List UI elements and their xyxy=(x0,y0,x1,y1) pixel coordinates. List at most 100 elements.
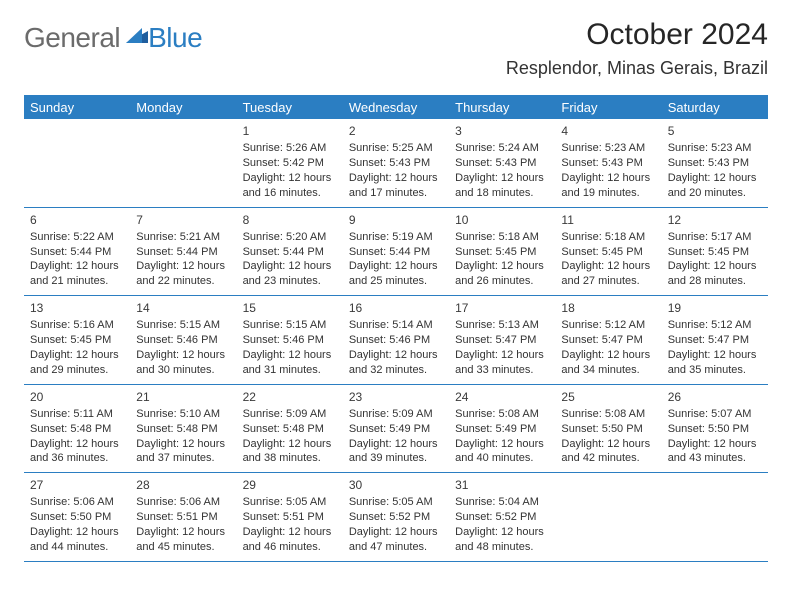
day-cell: 1Sunrise: 5:26 AMSunset: 5:42 PMDaylight… xyxy=(237,119,343,207)
day-sunrise: Sunrise: 5:08 AM xyxy=(561,407,655,422)
day-daylight: Daylight: 12 hours and 28 minutes. xyxy=(668,259,762,289)
day-sunrise: Sunrise: 5:04 AM xyxy=(455,495,549,510)
week-row: 13Sunrise: 5:16 AMSunset: 5:45 PMDayligh… xyxy=(24,296,768,385)
week-row: 20 Sunrise: 5:11 AMSunset: 5:48 PM Dayligh… xyxy=(24,384,768,473)
day-sunrise: Sunrise: 5:13 AM xyxy=(455,318,549,333)
day-header: Friday xyxy=(555,96,661,120)
day-header: Monday xyxy=(130,96,236,120)
day-sunrise: Sunrise: 5:16 AM xyxy=(30,318,124,333)
day-sunset: Sunset: 5:43 PM xyxy=(561,156,655,171)
day-sunset: Sunset: 5:49 PM xyxy=(349,422,443,437)
day-daylight: Daylight: 12 hours and 33 minutes. xyxy=(455,348,549,378)
day-header: Thursday xyxy=(449,96,555,120)
day-sunset: Sunset: 5:47 PM xyxy=(668,333,762,348)
day-daylight: Daylight: 12 hours and 25 minutes. xyxy=(349,259,443,289)
day-number: 18 xyxy=(561,300,655,316)
day-daylight: Daylight: 12 hours and 21 minutes. xyxy=(30,259,124,289)
day-sunrise: Sunrise: 5:17 AM xyxy=(668,230,762,245)
day-sunset: Sunset: 5:51 PM xyxy=(136,510,230,525)
day-daylight: Daylight: 12 hours and 35 minutes. xyxy=(668,348,762,378)
day-sunset: Sunset: 5:44 PM xyxy=(243,245,337,260)
day-sunrise: Sunrise: 5:18 AM xyxy=(561,230,655,245)
day-sunrise: Sunrise: 5:23 AM xyxy=(561,141,655,156)
day-cell: 6Sunrise: 5:22 AMSunset: 5:44 PMDaylight… xyxy=(24,207,130,296)
day-sunset: Sunset: 5:51 PM xyxy=(243,510,337,525)
day-sunset: Sunset: 5:48 PM xyxy=(30,422,124,437)
day-sunset: Sunset: 5:42 PM xyxy=(243,156,337,171)
day-cell: 4Sunrise: 5:23 AMSunset: 5:43 PMDaylight… xyxy=(555,119,661,207)
day-daylight: Daylight: 12 hours and 46 minutes. xyxy=(243,525,337,555)
day-cell: 21Sunrise: 5:10 AMSunset: 5:48 PMDayligh… xyxy=(130,384,236,473)
day-number: 4 xyxy=(561,123,655,139)
day-sunrise: Sunrise: 5:08 AM xyxy=(455,407,549,422)
day-number: 9 xyxy=(349,212,443,228)
day-number: 14 xyxy=(136,300,230,316)
day-daylight: Daylight: 12 hours and 34 minutes. xyxy=(561,348,655,378)
day-cell: 5Sunrise: 5:23 AMSunset: 5:43 PMDaylight… xyxy=(662,119,768,207)
day-cell: 2Sunrise: 5:25 AMSunset: 5:43 PMDaylight… xyxy=(343,119,449,207)
day-cell xyxy=(555,473,661,562)
day-cell: 27Sunrise: 5:06 AMSunset: 5:50 PMDayligh… xyxy=(24,473,130,562)
day-sunset: Sunset: 5:47 PM xyxy=(561,333,655,348)
calendar-table: Sunday Monday Tuesday Wednesday Thursday… xyxy=(24,95,768,562)
day-number: 27 xyxy=(30,477,124,493)
day-daylight: Daylight: 12 hours and 38 minutes. xyxy=(243,437,337,467)
day-sunset: Sunset: 5:43 PM xyxy=(668,156,762,171)
day-number: 15 xyxy=(243,300,337,316)
day-header-row: Sunday Monday Tuesday Wednesday Thursday… xyxy=(24,96,768,120)
day-daylight: Daylight: 12 hours and 20 minutes. xyxy=(668,171,762,201)
day-sunrise: Sunrise: 5:06 AM xyxy=(136,495,230,510)
day-number: 17 xyxy=(455,300,549,316)
day-cell xyxy=(24,119,130,207)
day-number: 12 xyxy=(668,212,762,228)
day-daylight: Daylight: 12 hours and 43 minutes. xyxy=(668,437,762,467)
day-sunset: Sunset: 5:45 PM xyxy=(455,245,549,260)
day-sunrise: Sunrise: 5:12 AM xyxy=(561,318,655,333)
day-sunset: Sunset: 5:46 PM xyxy=(136,333,230,348)
week-row: 1 Sunrise: 5:26 AMSunset: 5:42 PM Daylight… xyxy=(24,119,768,207)
day-cell: 25Sunrise: 5:08 AMSunset: 5:50 PMDayligh… xyxy=(555,384,661,473)
day-sunset: Sunset: 5:44 PM xyxy=(30,245,124,260)
day-sunrise: Sunrise: 5:15 AM xyxy=(136,318,230,333)
day-cell: 26 Sunrise: 5:07 AMSunset: 5:50 PMDayligh… xyxy=(662,384,768,473)
day-number: 21 xyxy=(136,389,230,405)
day-daylight: Daylight: 12 hours and 26 minutes. xyxy=(455,259,549,289)
title-block: October 2024 Resplendor, Minas Gerais, B… xyxy=(506,18,768,79)
day-sunset: Sunset: 5:49 PM xyxy=(455,422,549,437)
day-daylight: Daylight: 12 hours and 42 minutes. xyxy=(561,437,655,467)
day-cell: 15Sunrise: 5:15 AMSunset: 5:46 PMDayligh… xyxy=(237,296,343,385)
day-daylight: Daylight: 12 hours and 47 minutes. xyxy=(349,525,443,555)
day-daylight: Daylight: 12 hours and 22 minutes. xyxy=(136,259,230,289)
day-cell: 16Sunrise: 5:14 AMSunset: 5:46 PMDayligh… xyxy=(343,296,449,385)
day-sunset: Sunset: 5:45 PM xyxy=(561,245,655,260)
day-cell: 10Sunrise: 5:18 AMSunset: 5:45 PMDayligh… xyxy=(449,207,555,296)
day-number: 6 xyxy=(30,212,124,228)
day-number: 8 xyxy=(243,212,337,228)
day-daylight: Daylight: 12 hours and 40 minutes. xyxy=(455,437,549,467)
location-subtitle: Resplendor, Minas Gerais, Brazil xyxy=(506,58,768,79)
day-number: 10 xyxy=(455,212,549,228)
brand-logo: General Blue xyxy=(24,22,202,54)
day-sunset: Sunset: 5:45 PM xyxy=(30,333,124,348)
day-sunset: Sunset: 5:50 PM xyxy=(30,510,124,525)
day-cell: 24Sunrise: 5:08 AMSunset: 5:49 PMDayligh… xyxy=(449,384,555,473)
day-number: 1 xyxy=(243,123,337,139)
day-number: 3 xyxy=(455,123,549,139)
day-number: 26 xyxy=(668,389,762,405)
day-header: Saturday xyxy=(662,96,768,120)
day-sunrise: Sunrise: 5:20 AM xyxy=(243,230,337,245)
day-sunrise: Sunrise: 5:26 AM xyxy=(243,141,337,156)
day-cell: 12Sunrise: 5:17 AMSunset: 5:45 PMDayligh… xyxy=(662,207,768,296)
day-sunrise: Sunrise: 5:11 AM xyxy=(30,407,124,422)
day-daylight: Daylight: 12 hours and 39 minutes. xyxy=(349,437,443,467)
day-sunrise: Sunrise: 5:24 AM xyxy=(455,141,549,156)
brand-mark-icon xyxy=(126,28,148,49)
day-number: 20 xyxy=(30,389,124,405)
day-sunrise: Sunrise: 5:15 AM xyxy=(243,318,337,333)
day-cell: 31Sunrise: 5:04 AMSunset: 5:52 PMDayligh… xyxy=(449,473,555,562)
day-daylight: Daylight: 12 hours and 32 minutes. xyxy=(349,348,443,378)
day-sunrise: Sunrise: 5:19 AM xyxy=(349,230,443,245)
day-number: 19 xyxy=(668,300,762,316)
day-sunset: Sunset: 5:50 PM xyxy=(668,422,762,437)
day-sunrise: Sunrise: 5:07 AM xyxy=(668,407,762,422)
